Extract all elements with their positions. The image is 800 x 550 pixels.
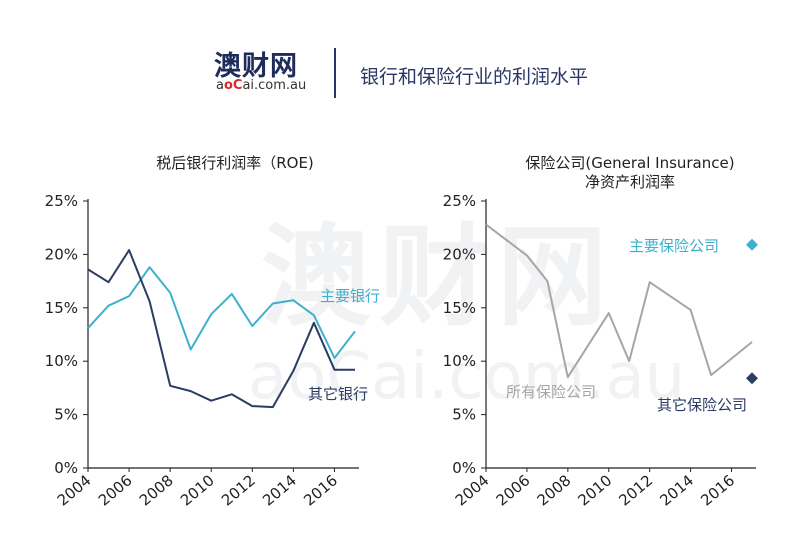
series-line [87,249,355,409]
chart-subtitle: 净资产利润率 [585,173,675,191]
series-line [87,266,356,359]
series-label: 所有保险公司 [506,383,596,401]
y-tick-label: 0% [54,459,78,477]
series-line [485,223,753,379]
diamond-marker [746,238,758,251]
header-divider [334,48,336,98]
x-tick-label: 2012 [218,471,259,509]
page-title: 银行和保险行业的利润水平 [360,66,589,88]
x-tick-label: 2006 [493,471,534,509]
series-label: 主要银行 [320,287,380,305]
x-tick-label: 2006 [95,471,136,509]
y-tick-label: 5% [452,406,476,424]
x-tick-label: 2012 [615,471,656,509]
chart-title: 税后银行利润率（ROE) [156,154,314,172]
aocai-logo[interactable]: 澳财网 aoCai.com.au [214,44,314,100]
x-tick-label: 2016 [300,471,341,509]
x-tick-label: 2016 [697,471,738,509]
y-tick-label: 20% [45,245,78,263]
logo-chinese: 澳财网 [214,51,298,82]
logo-english: aoCai.com.au [216,78,307,93]
x-tick-label: 2008 [534,471,575,509]
marker-label: 主要保险公司 [629,237,719,255]
x-tick-label: 2010 [575,471,616,509]
y-tick-label: 0% [452,459,476,477]
x-tick-label: 2014 [259,471,300,509]
y-tick-label: 10% [45,352,78,370]
x-tick-label: 2014 [656,471,697,509]
chart-title: 保险公司(General Insurance) [525,154,734,172]
x-tick-label: 2010 [177,471,218,509]
x-tick-label: 2004 [452,471,493,509]
y-tick-label: 15% [45,299,78,317]
x-tick-label: 2004 [54,471,95,509]
series-label: 其它银行 [308,385,368,403]
diamond-marker [746,372,758,385]
y-tick-label: 15% [443,299,476,317]
y-tick-label: 25% [443,192,476,210]
x-tick-label: 2008 [136,471,177,509]
y-tick-label: 20% [443,245,476,263]
y-tick-label: 5% [54,406,78,424]
marker-label: 其它保险公司 [657,396,747,414]
y-tick-label: 25% [45,192,78,210]
y-tick-label: 10% [443,352,476,370]
